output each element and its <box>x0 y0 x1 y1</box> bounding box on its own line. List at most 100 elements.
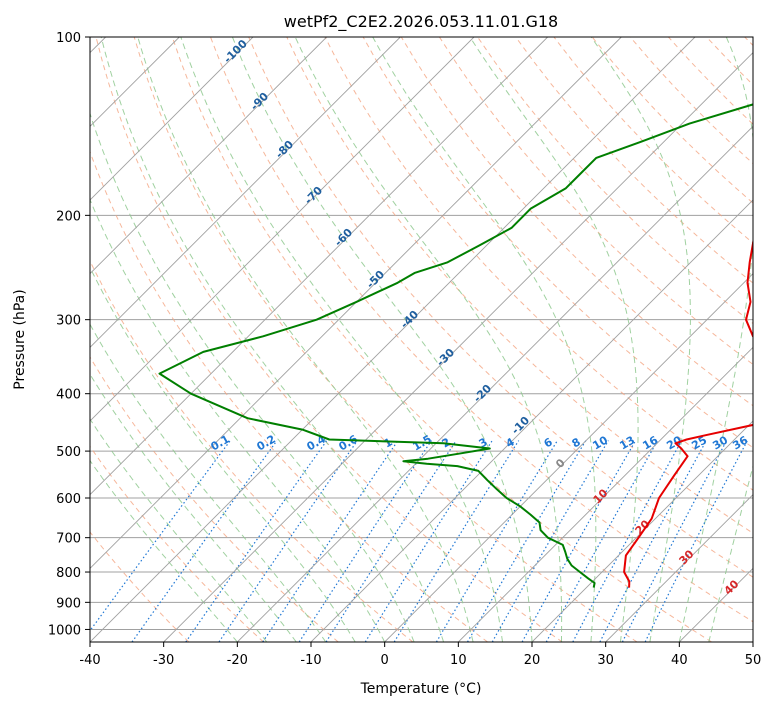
isotherm-gridlines <box>90 37 753 642</box>
mixing-ratio-label: 30 <box>710 433 730 452</box>
mixing-ratio-line <box>572 440 683 642</box>
dry-adiabat-line <box>477 37 753 325</box>
isotherm-label: 0 <box>553 456 568 471</box>
dry-adiabat-line <box>400 37 753 407</box>
x-tick-label: -10 <box>300 653 321 668</box>
mixing-ratio-line <box>466 440 587 642</box>
y-axis-label: Pressure (hPa) <box>12 289 28 389</box>
axes: -40 -30 -20 -10 0 10 20 30 40 5010020030040050060… <box>48 31 761 668</box>
mixing-ratio-label: 6 <box>542 435 555 450</box>
x-tick-label: 40 <box>671 653 688 668</box>
x-tick-label: 50 <box>745 653 762 668</box>
moist-adiabat-line <box>90 111 415 642</box>
theta-e-label: -40 <box>398 308 421 331</box>
moist-adiabat-line <box>469 37 639 642</box>
isotherm-line <box>605 494 753 642</box>
moist-adiabat-line <box>590 37 691 642</box>
x-tick-label: 0 <box>381 653 389 668</box>
x-axis-label: Temperature (°C) <box>360 681 482 697</box>
chart-title: wetPf2_C2E2.2026.053.11.01.G18 <box>284 12 558 32</box>
x-tick-label: 30 <box>597 653 614 668</box>
dry-adiabat-line <box>706 37 753 86</box>
isotherm-line <box>679 567 753 642</box>
isotherm-line <box>531 420 753 642</box>
mixing-ratio-line <box>435 440 558 642</box>
isotherm-line <box>90 37 696 642</box>
moist-adiabat-line <box>90 459 238 642</box>
moist-adiabat-line <box>294 37 563 642</box>
y-tick-label: 500 <box>56 445 81 460</box>
theta-e-label: -70 <box>302 184 325 207</box>
mixing-ratio-line <box>545 440 659 642</box>
mixing-ratio-line <box>325 440 457 642</box>
y-tick-label: 800 <box>56 566 81 581</box>
mixing-ratio-label: 16 <box>640 433 660 452</box>
moist-adiabat-line <box>372 37 597 642</box>
mixing-ratio-line <box>393 440 520 642</box>
y-tick-label: 100 <box>56 31 81 46</box>
x-tick-label: -40 <box>79 653 100 668</box>
isotherm-line <box>90 37 548 496</box>
moist-adiabat-line <box>678 37 753 642</box>
dry-adiabat-line <box>90 531 190 642</box>
isotherm-line <box>458 346 753 642</box>
plot-frame <box>89 36 754 643</box>
x-tick-label: 10 <box>450 653 467 668</box>
isotherm-line <box>90 37 327 275</box>
dry-adiabat-line <box>95 37 563 642</box>
mixing-ratio-line <box>185 440 328 642</box>
y-tick-label: 200 <box>56 209 81 224</box>
x-tick-label: -20 <box>227 653 248 668</box>
mixing-ratio-label: 36 <box>730 433 750 452</box>
moist-adiabat-line <box>137 37 474 642</box>
moist-adiabat-line <box>90 373 297 642</box>
isotherm-label: 30 <box>677 547 697 567</box>
moist-adiabat-line <box>100 37 445 642</box>
mixing-ratio-label: 0.6 <box>337 432 361 453</box>
moist-adiabat-line <box>180 37 503 642</box>
mixing-ratio-line <box>218 440 358 642</box>
isotherm-line <box>384 273 753 642</box>
dry-adiabat-line <box>90 356 339 642</box>
dry-adiabat-line <box>744 37 753 47</box>
isotherm-line <box>90 37 254 201</box>
mixing-ratio-label: 0.2 <box>255 432 278 453</box>
dry-adiabat-line <box>133 37 638 642</box>
mixing-ratio-label: 13 <box>617 434 637 453</box>
mixing-ratio-label: 0.1 <box>209 432 232 453</box>
mixing-ratio-line <box>90 440 231 632</box>
mixing-ratio-line <box>599 440 707 642</box>
isotherm-label: 10 <box>591 486 611 506</box>
y-tick-label: 600 <box>56 492 81 507</box>
isotherm-line <box>752 641 753 642</box>
mixing-ratio-line <box>621 440 728 642</box>
isotherm-line <box>163 52 753 642</box>
mixing-ratio-line <box>521 440 637 642</box>
mixing-ratio-label: 10 <box>590 433 610 452</box>
y-tick-label: 900 <box>56 596 81 611</box>
theta-e-label: -30 <box>434 346 457 369</box>
moist-adiabat-line <box>708 464 753 642</box>
theta-e-label: -10 <box>509 414 532 437</box>
mixing-ratio-line <box>364 440 493 642</box>
dry-adiabats <box>90 37 753 642</box>
isobar-gridlines <box>90 37 753 630</box>
isotherm-line <box>310 199 753 642</box>
mixing-ratio-line <box>262 440 399 642</box>
moist-adiabat-line <box>90 266 356 642</box>
theta-e-label: -90 <box>248 90 271 113</box>
dry-adiabat-line <box>553 37 753 244</box>
isotherm-line <box>237 125 753 642</box>
dry-adiabat-line <box>90 445 264 642</box>
dewpoint-line <box>158 103 753 588</box>
theta-e-label: -60 <box>332 226 355 249</box>
y-tick-label: 700 <box>56 532 81 547</box>
mixing-ratio-line <box>491 440 609 642</box>
y-tick-label: 400 <box>56 388 81 403</box>
moist-adiabat-line <box>231 37 533 642</box>
dry-adiabat-line <box>171 37 712 642</box>
sounding-series <box>158 103 753 588</box>
annotation-labels: -100-90-80-70-60-50-40-30-20-100.1 0.2 0.4… <box>209 37 751 598</box>
y-tick-label: 1000 <box>48 623 81 638</box>
isotherm-label: 40 <box>722 577 742 597</box>
